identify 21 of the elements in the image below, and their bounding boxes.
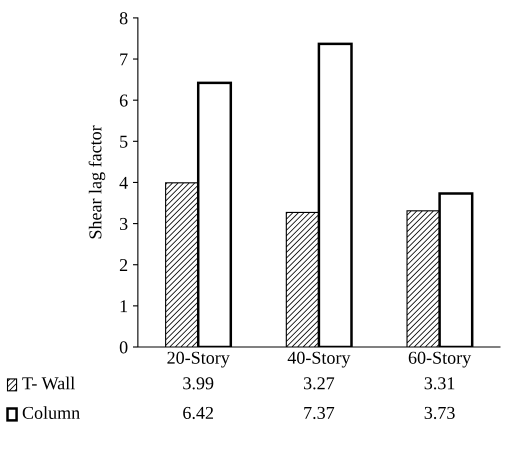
y-tick-label: 1 — [120, 300, 128, 312]
data-label: 3.31 — [424, 377, 454, 390]
data-label: 3.73 — [424, 406, 455, 420]
legend-label: Column — [22, 406, 80, 419]
y-tick-label: 7 — [120, 53, 128, 66]
y-tick-label: 3 — [120, 218, 128, 230]
legend-label: T- Wall — [22, 376, 75, 390]
y-tick-label: 2 — [120, 259, 128, 271]
y-tick-label: 6 — [120, 94, 128, 107]
data-label: 3.27 — [304, 377, 334, 390]
y-axis-title: Shear lag factor — [88, 125, 106, 238]
y-tick-label: 8 — [120, 12, 128, 24]
x-tick-label: 20-Story — [167, 352, 230, 368]
x-tick-label: 40-Story — [288, 352, 350, 368]
y-tick-label: 4 — [119, 176, 128, 189]
y-tick-label: 0 — [120, 341, 128, 354]
data-label: 6.42 — [183, 406, 214, 420]
data-label: 3.99 — [183, 377, 214, 390]
x-tick-label: 60-Story — [408, 352, 472, 368]
y-tick-label: 5 — [120, 136, 128, 148]
data-label: 7.37 — [304, 406, 334, 420]
